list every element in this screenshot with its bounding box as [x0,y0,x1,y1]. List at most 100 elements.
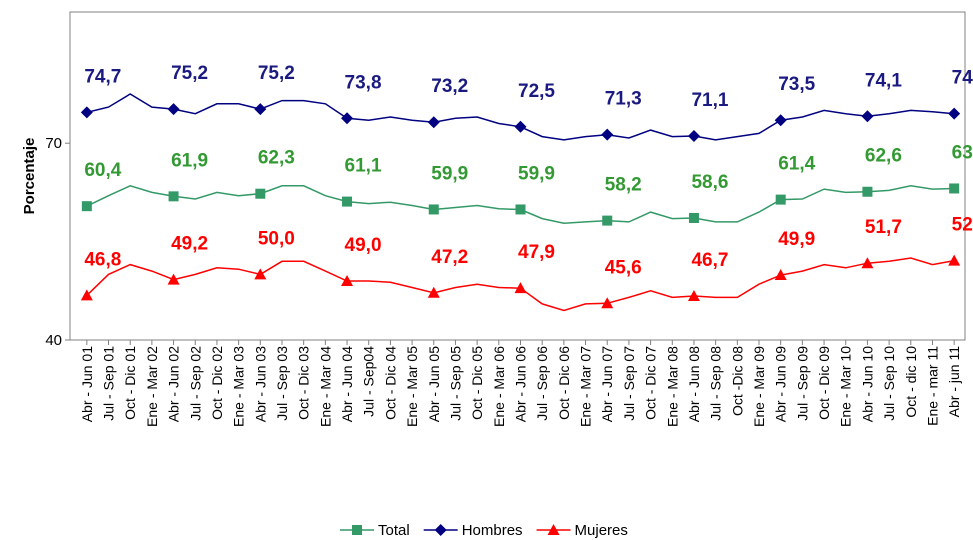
x-tick-label: Oct - Dic 04 [382,346,398,420]
point-marker [949,183,960,194]
x-tick-label: Abr - Jun 07 [599,346,615,422]
x-tick-label: Abr - jun 11 [946,346,962,418]
data-label: 62,3 [258,148,295,169]
data-label: 46,7 [691,250,728,271]
x-tick-label: Abr - Jun 09 [773,346,789,422]
data-label: 61,1 [345,156,382,177]
x-tick-label: Ene - Mar 10 [838,346,854,427]
data-label: 74,1 [865,70,902,91]
point-marker [688,212,699,223]
data-label: 59,9 [431,163,468,184]
x-tick-label: Oct - Dic 09 [816,346,832,420]
point-marker [255,188,266,199]
point-marker [167,103,180,116]
data-label: 45,6 [605,257,642,278]
data-label: 46,8 [84,249,121,270]
point-marker [427,286,440,298]
point-marker [341,274,354,286]
data-label: 71,3 [605,89,642,110]
data-label: 51,7 [865,217,902,238]
point-marker [775,194,786,205]
x-tick-label: Jul - Sep 02 [187,346,203,421]
point-marker [254,268,267,280]
data-label: 61,4 [778,154,815,175]
data-label: 73,5 [778,74,815,95]
data-label: 73,2 [431,76,468,97]
point-marker [168,191,179,202]
point-marker [602,215,613,226]
x-tick-label: Ene - Mar 04 [317,346,333,427]
legend-marker [352,525,362,535]
x-tick-label: Oct -Dic 08 [729,346,745,416]
data-label: 47,2 [431,247,468,268]
x-tick-label: Jul - Sep 05 [447,346,463,421]
x-tick-label: Abr - Jun 08 [686,346,702,422]
point-marker [774,269,787,281]
x-tick-label: Jul - Sep 07 [621,346,637,421]
x-tick-label: Jul - Sep 10 [881,346,897,421]
x-tick-label: Oct - Dic 05 [469,346,485,420]
point-marker [515,204,526,215]
x-tick-label: Ene - Mar 08 [664,346,680,427]
data-label: 62,6 [865,146,902,167]
data-label: 58,6 [691,172,728,193]
x-tick-label: Jul - Sep 03 [274,346,290,421]
data-label: 47,9 [518,242,555,263]
point-marker [167,273,180,285]
data-label: 61,9 [171,150,208,171]
data-label: 72,5 [518,81,555,102]
x-tick-label: Jul - Sep04 [361,346,377,417]
data-label: 52,1 [952,215,973,236]
data-label: 59,9 [518,163,555,184]
x-tick-label: Jul - Sep 09 [794,346,810,421]
x-tick-label: Abr - Jun 05 [426,346,442,422]
point-marker [80,289,93,301]
point-marker [862,186,873,197]
y-tick-label: 40 [45,332,62,349]
point-marker [428,204,439,215]
x-tick-label: Oct - Dic 03 [296,346,312,420]
x-tick-label: Abr - Jun 04 [339,346,355,422]
point-marker [948,254,961,266]
x-tick-label: Abr - Jun 03 [252,346,268,422]
point-marker [514,120,527,133]
x-tick-label: Ene - Mar 06 [491,346,507,427]
data-label: 74,5 [952,68,973,89]
data-label: 58,2 [605,175,642,196]
legend-label: Hombres [462,522,523,539]
data-label: 75,2 [258,63,295,84]
point-marker [861,257,874,269]
point-marker [687,290,700,302]
point-marker [81,201,92,212]
x-tick-label: Oct - Dic 01 [122,346,138,420]
plot-area [69,11,966,341]
x-tick-label: Ene - Mar 03 [231,346,247,427]
x-tick-label: Abr - Jun 01 [79,346,95,422]
x-tick-label: Jul - Sep 01 [101,346,117,421]
data-label: 50,0 [258,228,295,249]
legend-label: Mujeres [575,522,628,539]
x-tick-label: Oct - Dic 02 [209,346,225,420]
data-label: 49,0 [345,235,382,256]
point-marker [861,110,874,123]
point-marker [687,129,700,142]
point-marker [601,297,614,309]
point-marker [342,196,353,207]
data-label: 75,2 [171,63,208,84]
y-axis-title: Porcentaje [21,138,38,215]
legend-label: Total [378,522,410,539]
x-tick-label: Ene - Mar 09 [751,346,767,427]
data-label: 63,1 [952,142,973,163]
point-marker [427,116,440,129]
point-marker [514,282,527,294]
data-label: 73,8 [345,72,382,93]
x-tick-label: Ene - Mar 07 [578,346,594,427]
x-tick-label: Jul - Sep 08 [708,346,724,421]
point-marker [948,107,961,120]
point-marker [601,128,614,141]
x-tick-label: Oct - Dic 06 [556,346,572,420]
point-marker [254,103,267,116]
data-label: 49,9 [778,229,815,250]
point-marker [774,114,787,127]
